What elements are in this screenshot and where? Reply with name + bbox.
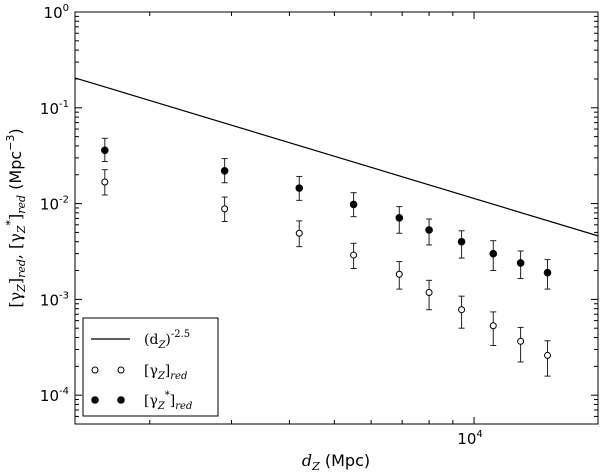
- axis-ticks: 10-4 10-3 10-2 10-1 100 104: [40, 3, 598, 448]
- open-data-point: [458, 306, 466, 314]
- legend-filled-marker-b: [117, 396, 125, 404]
- filled-data-point: [516, 259, 525, 267]
- legend-filled-marker-a: [91, 396, 99, 404]
- filled-data-point: [425, 226, 433, 234]
- open-data-point: [544, 351, 552, 359]
- legend-label-gamma: [γZ]red: [144, 363, 187, 382]
- filled-data-point: [295, 184, 304, 192]
- y-tick-label: 10-2: [40, 195, 69, 214]
- open-data-point: [295, 229, 303, 237]
- y-tick-label: 10-3: [40, 290, 69, 309]
- x-axis-label: dZ (Mpc): [302, 451, 370, 473]
- open-data-point: [395, 270, 403, 278]
- power-law-line: [74, 77, 599, 237]
- open-data-point: [489, 322, 497, 330]
- chart-marks: [74, 77, 599, 377]
- filled-data-point: [395, 214, 404, 222]
- open-data-point: [517, 337, 525, 345]
- y-tick-label: 100: [44, 3, 69, 22]
- x-tick-label: 104: [457, 429, 482, 448]
- y-tick-label: 10-4: [40, 386, 69, 405]
- y-axis-label: [γZ]red, [γZ*]red (Mpc−3): [4, 128, 28, 307]
- filled-data-point: [457, 237, 466, 246]
- filled-data-point: [101, 146, 109, 155]
- legend-open-marker-a: [91, 366, 99, 374]
- legend-open-marker-b: [117, 366, 125, 374]
- filled-data-point: [489, 249, 498, 258]
- y-tick-label: 10-1: [40, 99, 69, 118]
- open-data-point: [221, 205, 229, 213]
- filled-data-point: [349, 200, 358, 209]
- legend: (dZ)-2.5 [γZ]red [γZ*]red: [82, 317, 219, 417]
- legend-box: [82, 317, 219, 417]
- open-data-point: [350, 251, 358, 259]
- legend-label-power-law: (dZ)-2.5: [144, 329, 190, 351]
- filled-data-point: [543, 268, 552, 277]
- open-data-point: [425, 288, 433, 296]
- open-data-point: [101, 178, 109, 186]
- filled-data-point: [220, 166, 229, 175]
- legend-label-gamma-star: [γZ*]red: [144, 390, 192, 412]
